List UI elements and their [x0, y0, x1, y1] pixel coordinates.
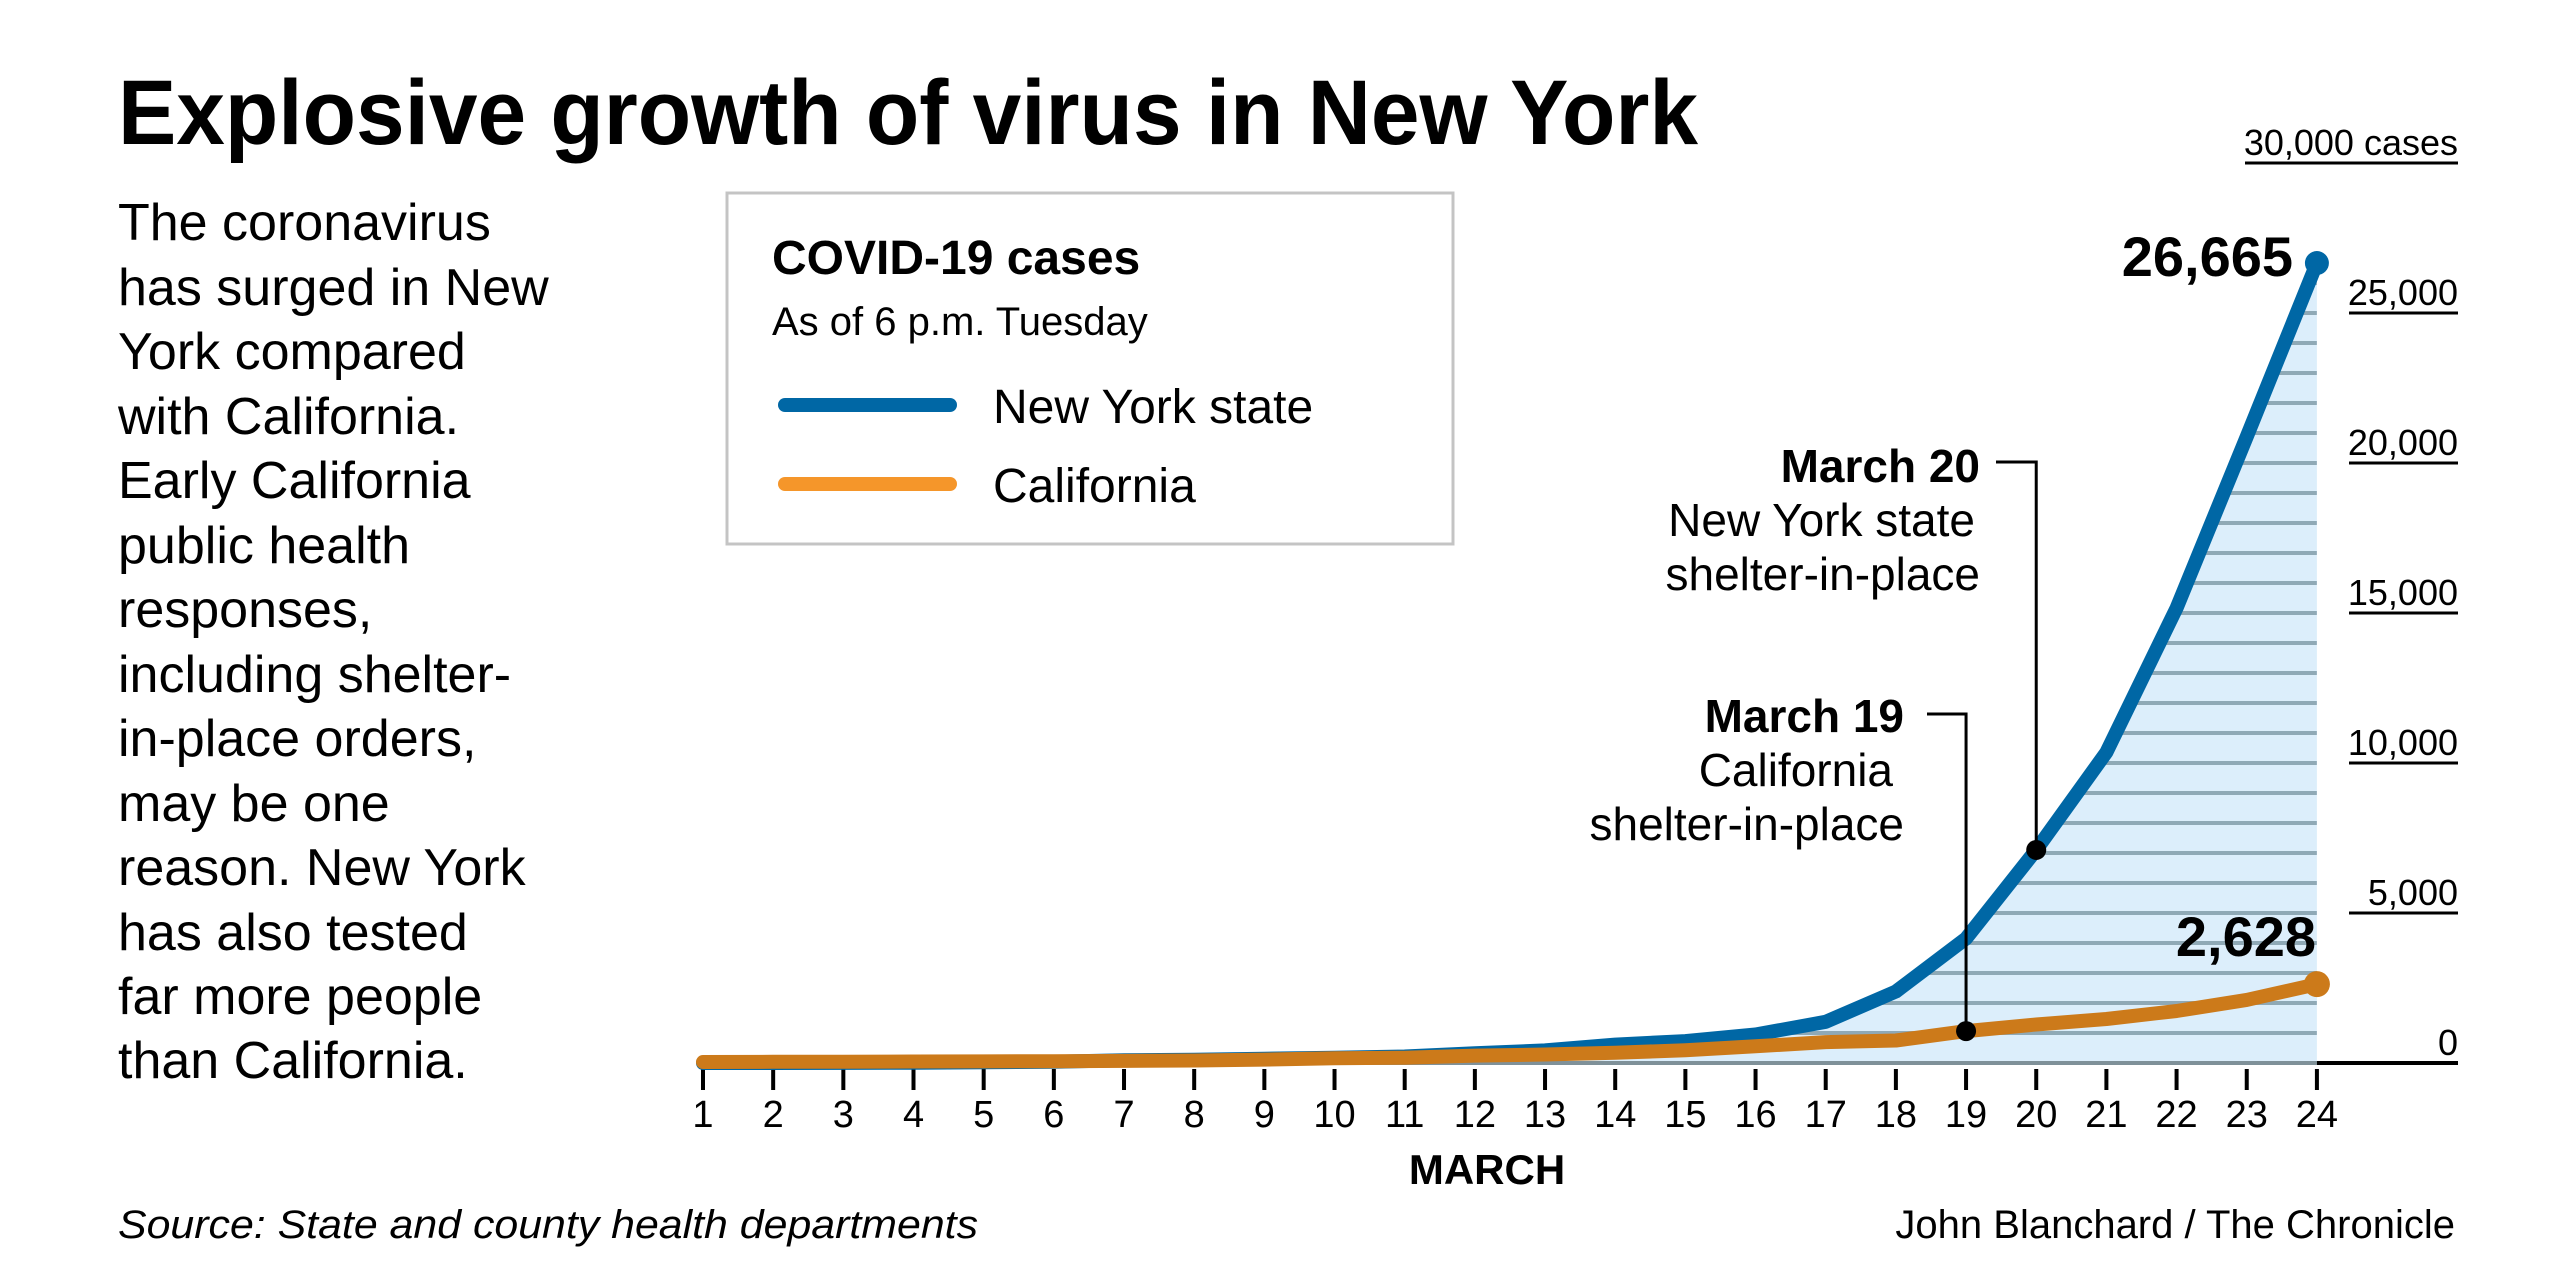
y-tick-label: 10,000 [2348, 722, 2458, 763]
intro-line: including shelter- [118, 646, 511, 704]
intro-paragraph: The coronavirus has surged in New York c… [117, 194, 549, 1090]
x-tick-label: 21 [2085, 1094, 2127, 1136]
legend-label-new-york: New York state [993, 381, 1313, 434]
x-tick-label: 17 [1805, 1094, 1847, 1136]
x-tick-label: 6 [1043, 1094, 1064, 1136]
x-tick-label: 20 [2015, 1094, 2057, 1136]
x-tick-label: 5 [973, 1094, 994, 1136]
intro-line: with California. [117, 388, 459, 446]
intro-line: than California. [118, 1032, 468, 1090]
x-tick-label: 15 [1664, 1094, 1706, 1136]
intro-line: in-place orders, [118, 710, 476, 768]
x-tick-label: 12 [1454, 1094, 1496, 1136]
annotation-title: March 19 [1705, 690, 1904, 742]
credit-line: John Blanchard / The Chronicle [1895, 1203, 2455, 1247]
annotation-title: March 20 [1781, 440, 1980, 492]
annotation-leader-line [1927, 712, 1968, 1032]
x-tick-label: 4 [903, 1094, 924, 1136]
x-tick-label: 13 [1524, 1094, 1566, 1136]
x-tick-label: 9 [1254, 1094, 1275, 1136]
california-end-dot [2303, 971, 2330, 998]
x-axis-title: MARCH [1409, 1146, 1565, 1193]
new-york-end-dot [2304, 251, 2329, 276]
annotation-text: shelter-in-place [1590, 798, 1904, 850]
chart-title: Explosive growth of virus in New York [118, 62, 1699, 164]
annotation-text: New York state [1668, 494, 1975, 546]
x-tick-label: 8 [1184, 1094, 1205, 1136]
y-tick-label: 15,000 [2348, 572, 2458, 613]
intro-line: reason. New York [118, 839, 527, 897]
new-york-end-label: 26,665 [2122, 225, 2293, 288]
intro-line: public health [118, 517, 410, 575]
y-tick-label: 25,000 [2348, 272, 2458, 313]
intro-line: responses, [118, 581, 372, 639]
x-tick-label: 24 [2296, 1094, 2338, 1136]
y-tick-label: 5,000 [2368, 872, 2458, 913]
x-tick-label: 10 [1313, 1094, 1355, 1136]
y-tick-label: 20,000 [2348, 422, 2458, 463]
x-tick-label: 11 [1385, 1094, 1424, 1136]
x-tick-label: 3 [833, 1094, 854, 1136]
x-tick-label: 19 [1945, 1094, 1987, 1136]
intro-line: far more people [118, 968, 482, 1026]
intro-line: has surged in New [118, 259, 549, 317]
legend-subtitle: As of 6 p.m. Tuesday [772, 300, 1148, 344]
x-tick-label: 23 [2226, 1094, 2268, 1136]
intro-line: York compared [118, 323, 466, 381]
annotation-dot [2026, 839, 2047, 860]
legend-label-california: California [993, 460, 1196, 513]
x-tick-label: 14 [1594, 1094, 1636, 1136]
intro-line: Early California [118, 452, 471, 510]
x-tick-label: 22 [2155, 1094, 2197, 1136]
intro-line: may be one [118, 775, 390, 833]
x-tick-label: 1 [692, 1094, 713, 1136]
x-tick-label: 16 [1734, 1094, 1776, 1136]
annotation-dot [1956, 1021, 1977, 1042]
annotation-march-20: March 20 New York state shelter-in-place [1666, 440, 1980, 600]
california-line [696, 977, 2324, 1069]
annotation-text: California [1699, 744, 1894, 796]
x-tick-label: 7 [1113, 1094, 1134, 1136]
y-tick-label: 0 [2438, 1022, 2458, 1063]
annotation-march-19: March 19 California shelter-in-place [1590, 690, 1904, 850]
legend: COVID-19 cases As of 6 p.m. Tuesday New … [725, 191, 1455, 546]
california-end-label: 2,628 [2176, 905, 2316, 968]
x-tick-label: 2 [763, 1094, 784, 1136]
y-tick-label: 30,000 cases [2244, 122, 2458, 163]
annotation-text: shelter-in-place [1666, 548, 1980, 600]
source-note: Source: State and county health departme… [118, 1203, 978, 1247]
x-tick-label: 18 [1875, 1094, 1917, 1136]
intro-line: has also tested [118, 904, 468, 962]
legend-title: COVID-19 cases [772, 232, 1140, 285]
annotation-leader-line [1996, 460, 2038, 850]
new-york-area-fill [703, 263, 2317, 1063]
intro-line: The coronavirus [118, 194, 491, 252]
